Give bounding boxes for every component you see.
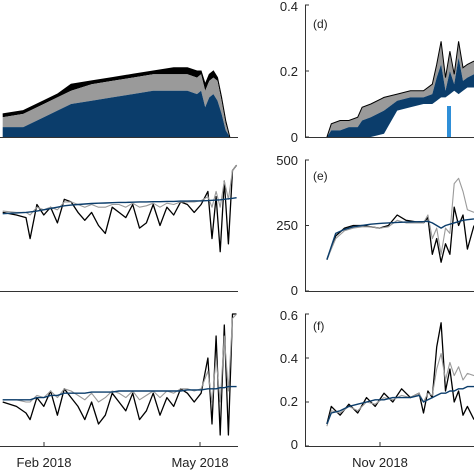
y-tick-label-d-0.4: 0.4	[280, 0, 298, 14]
y-tick-label-e-500: 500	[276, 153, 298, 168]
y-tick-label-d-0: 0	[291, 130, 298, 145]
series-line-2	[2, 164, 238, 216]
y-tick-label-e-0: 0	[291, 283, 298, 298]
axes-4	[305, 4, 474, 138]
y-tick-label-f-0.4: 0.4	[280, 351, 298, 366]
series-line-3	[2, 197, 237, 215]
panel-label-d: (d)	[313, 17, 328, 31]
series-line-3	[326, 385, 474, 425]
series-line-1	[326, 322, 474, 425]
series-line-2	[326, 177, 474, 260]
panel-5	[326, 177, 474, 263]
area-outline	[2, 67, 231, 138]
x-tick-label-nov-2018: Nov 2018	[352, 455, 408, 470]
y-tick-label-d-0.2: 0.2	[280, 64, 298, 79]
series-line-3	[2, 385, 237, 401]
series-line-3	[326, 218, 474, 260]
series-line-1	[2, 313, 237, 436]
panel-label-f: (f)	[313, 319, 324, 333]
area-band-2	[2, 74, 230, 137]
labels: Feb 2018 May 2018 Nov 2018 (d) (e) (f) 0…	[17, 0, 408, 470]
panel-6	[326, 322, 474, 427]
area-band-1	[2, 90, 230, 137]
area-outline	[326, 41, 474, 138]
series-line-1	[2, 164, 238, 253]
y-tick-label-e-250: 250	[276, 218, 298, 233]
y-tick-label-f-0.2: 0.2	[280, 394, 298, 409]
highlight-bar	[447, 106, 451, 137]
series-line-2	[2, 313, 238, 403]
axes	[0, 4, 474, 447]
panel-3	[2, 313, 238, 436]
x-tick-label-feb-2018: Feb 2018	[17, 455, 72, 470]
panel-1	[2, 67, 231, 138]
panel-4	[326, 41, 474, 138]
area-band-2	[326, 41, 474, 137]
panel-label-e: (e)	[313, 169, 328, 183]
axes-6	[305, 313, 474, 447]
y-tick-label-f-0.6: 0.6	[280, 308, 298, 323]
y-tick-label-f-0: 0	[291, 437, 298, 452]
x-tick-label-may-2018: May 2018	[171, 455, 228, 470]
panel-2	[2, 164, 238, 253]
axes-5	[305, 159, 474, 292]
panels	[2, 41, 474, 436]
area-band-1	[326, 57, 474, 137]
